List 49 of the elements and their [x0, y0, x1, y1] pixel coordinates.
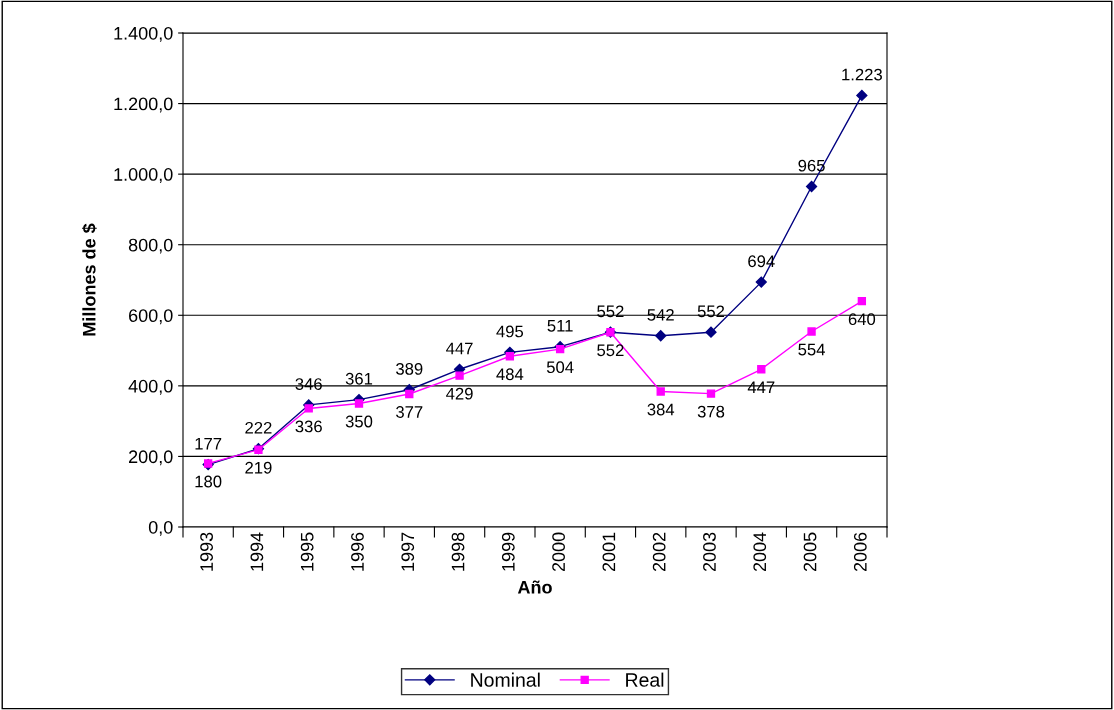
data-label: 447 — [446, 342, 473, 355]
y-tick-label: 1.200,0 — [114, 97, 173, 113]
data-label: 350 — [345, 415, 373, 428]
x-tick-label: 2002 — [652, 532, 666, 572]
x-tick-label: 2006 — [853, 532, 867, 572]
y-axis-title: Millones de $ — [82, 223, 97, 336]
data-label: 389 — [396, 362, 423, 375]
x-axis-title: Año — [517, 580, 552, 594]
data-label: 177 — [195, 437, 222, 450]
data-label: 484 — [496, 368, 524, 381]
x-tick-label: 1998 — [451, 532, 465, 571]
y-tick-label: 800,0 — [128, 238, 173, 254]
data-label: 429 — [446, 387, 473, 400]
x-tick-label: 2003 — [703, 532, 716, 572]
data-label: 219 — [245, 461, 272, 474]
x-tick-label: 1994 — [250, 532, 264, 571]
legend-label: Nominal — [471, 672, 540, 687]
data-label: 504 — [546, 361, 574, 374]
y-tick-label: 600,0 — [129, 309, 173, 325]
data-label: 180 — [195, 475, 222, 488]
data-label: 336 — [295, 420, 322, 433]
x-tick-label: 2004 — [753, 532, 767, 572]
x-tick-label: 1995 — [300, 532, 314, 571]
data-label: 384 — [647, 403, 675, 416]
x-tick-label: 2001 — [602, 532, 616, 572]
data-label: 554 — [798, 343, 825, 356]
x-tick-label: 1993 — [200, 532, 213, 571]
data-label: 640 — [848, 313, 876, 326]
y-tick-label: 400,0 — [128, 379, 173, 395]
data-label: 552 — [597, 344, 624, 357]
data-label: 1.223 — [842, 68, 882, 81]
x-tick-label: 2000 — [552, 532, 565, 572]
data-label: 377 — [396, 406, 423, 418]
x-tick-label: 1999 — [501, 532, 515, 571]
data-label: 378 — [697, 405, 725, 418]
y-tick-label: 0,0 — [148, 520, 173, 536]
y-tick-label: 1.400,0 — [114, 26, 173, 42]
data-label: 511 — [547, 320, 573, 332]
y-tick-label: 200,0 — [129, 450, 173, 466]
data-label: 361 — [345, 372, 373, 385]
legend-label: Real — [626, 672, 664, 687]
x-tick-label: 2005 — [803, 532, 817, 572]
data-label: 552 — [597, 305, 624, 318]
y-tick-label: 1.000,0 — [114, 168, 173, 183]
x-tick-label: 1997 — [401, 532, 415, 571]
data-label: 495 — [496, 325, 524, 338]
x-tick-label: 1996 — [351, 532, 364, 571]
data-label: 552 — [697, 305, 725, 318]
data-label: 222 — [245, 421, 272, 434]
